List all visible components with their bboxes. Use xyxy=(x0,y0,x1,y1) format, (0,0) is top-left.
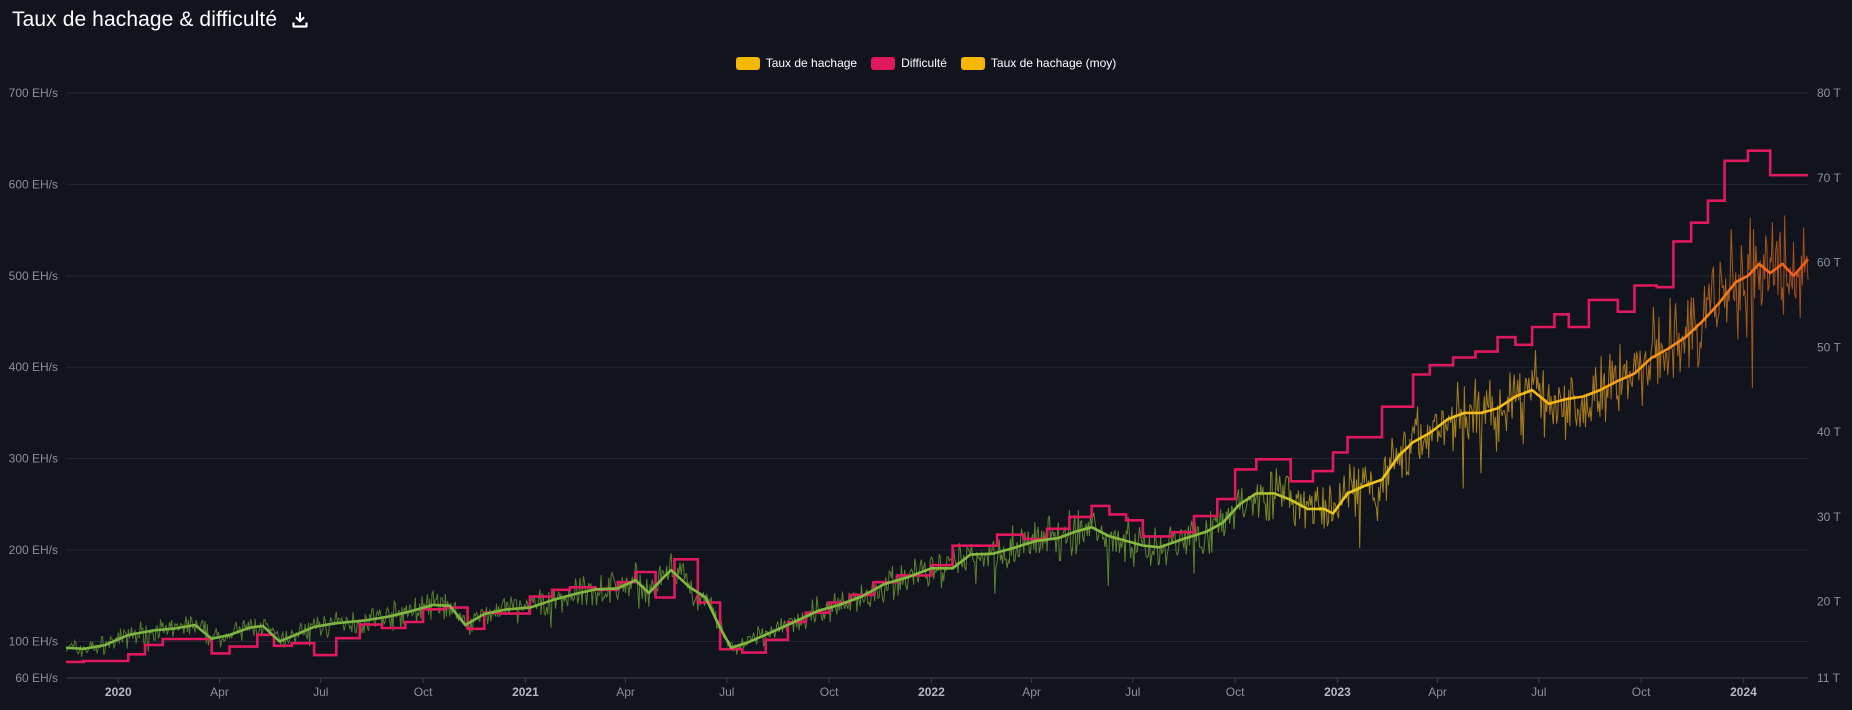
x-tick-label: Apr xyxy=(210,685,229,699)
download-icon[interactable] xyxy=(289,9,311,31)
chart-series xyxy=(65,149,1809,664)
y-axis-right: 11 T 20 T 30 T 40 T 50 T 60 T 70 T 80 T xyxy=(1817,86,1841,685)
legend-item-hashrate[interactable]: Taux de hachage xyxy=(735,56,858,70)
y-axis-left: 60 EH/s 100 EH/s 200 EH/s 300 EH/s 400 EH/s 5… xyxy=(9,86,58,685)
y-left-tick-label: 700 EH/s xyxy=(9,86,58,100)
y-right-tick-label: 30 T xyxy=(1817,510,1841,524)
chart-header: Taux de hachage & difficulté xyxy=(12,4,311,36)
x-tick-label: Oct xyxy=(414,685,433,699)
x-tick-label: Jul xyxy=(1531,685,1546,699)
y-left-tick-label: 300 EH/s xyxy=(9,452,58,466)
y-left-tick-label: 60 EH/s xyxy=(15,671,58,685)
legend-item-hashrate-avg[interactable]: Taux de hachage (moy) xyxy=(960,56,1117,70)
x-tick-label: Jul xyxy=(719,685,734,699)
legend-item-difficulty[interactable]: Difficulté xyxy=(871,56,947,70)
y-left-tick-label: 600 EH/s xyxy=(9,177,58,191)
x-tick-label: 2023 xyxy=(1324,685,1351,699)
y-left-tick-label: 500 EH/s xyxy=(9,269,58,283)
legend-label-hashrate: Taux de hachage xyxy=(765,56,858,70)
legend-label-difficulty: Difficulté xyxy=(901,56,947,70)
y-left-tick-label: 100 EH/s xyxy=(9,634,58,648)
chart-legend: Taux de hachage Difficulté Taux de hacha… xyxy=(0,56,1852,70)
series-line-difficulty xyxy=(66,149,1808,664)
x-tick-label: 2022 xyxy=(918,685,945,699)
x-tick-label: 2024 xyxy=(1730,685,1757,699)
x-axis: 2020 Apr Jul Oct 2021 Apr Jul Oct 2022 Apr Jul Oct 2… xyxy=(105,678,1757,699)
y-right-tick-label: 40 T xyxy=(1817,425,1841,439)
y-right-tick-label: 50 T xyxy=(1817,340,1841,354)
x-tick-label: 2020 xyxy=(105,685,132,699)
x-tick-label: Apr xyxy=(1428,685,1447,699)
legend-swatch-difficulty xyxy=(871,56,896,70)
legend-label-hashrate-avg: Taux de hachage (moy) xyxy=(990,56,1117,70)
page-title: Taux de hachage & difficulté xyxy=(12,8,278,31)
x-tick-label: 2021 xyxy=(512,685,539,699)
chart-grid xyxy=(66,92,1808,679)
series-line-hashrate-avg xyxy=(65,258,1809,651)
y-left-tick-label: 200 EH/s xyxy=(9,543,58,557)
legend-swatch-hashrate-avg xyxy=(960,56,985,70)
series-line-hashrate xyxy=(65,215,1809,657)
y-right-tick-label: 80 T xyxy=(1817,86,1841,100)
x-tick-label: Jul xyxy=(313,685,328,699)
x-tick-label: Oct xyxy=(1226,685,1245,699)
y-right-tick-label: 70 T xyxy=(1817,171,1841,185)
y-right-tick-label: 20 T xyxy=(1817,595,1841,609)
x-tick-label: Jul xyxy=(1125,685,1140,699)
y-left-tick-label: 400 EH/s xyxy=(9,360,58,374)
x-tick-label: Oct xyxy=(1632,685,1651,699)
legend-swatch-hashrate xyxy=(735,56,760,70)
x-tick-label: Apr xyxy=(616,685,635,699)
y-right-tick-label: 60 T xyxy=(1817,256,1841,270)
x-tick-label: Oct xyxy=(820,685,839,699)
y-right-tick-label: 11 T xyxy=(1817,671,1841,685)
x-tick-label: Apr xyxy=(1022,685,1041,699)
